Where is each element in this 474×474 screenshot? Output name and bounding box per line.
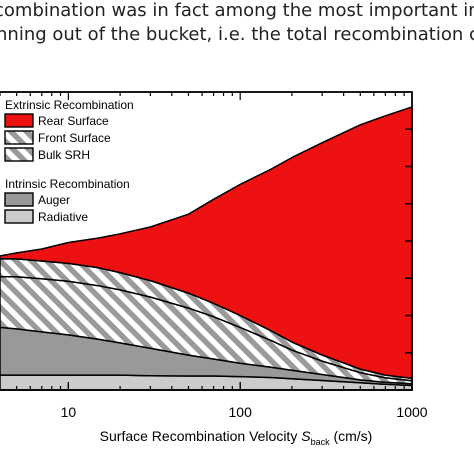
legend-label-auger: Auger (38, 193, 70, 207)
legend-swatch-front-surface (4, 130, 34, 145)
x-tick-label: 1000 (396, 404, 427, 420)
text-line-1: combination was in fact among the most i… (0, 0, 474, 21)
page-text: combination was in fact among the most i… (0, 0, 474, 60)
legend-swatch-radiative (4, 209, 34, 224)
text-line-2: nning out of the bucket, i.e. the total … (0, 24, 474, 45)
legend-group-title: Intrinsic Recombination (5, 177, 130, 191)
legend-label-rear-surface: Rear Surface (38, 114, 109, 128)
legend-swatch-rear-surface (4, 113, 34, 128)
legend-swatch-bulk-srh (4, 147, 34, 162)
x-tick-label: 100 (229, 404, 253, 420)
legend: Extrinsic Recombination Rear Surface Front… (4, 98, 134, 224)
x-axis-label-symbol: S (301, 428, 311, 444)
legend-label-front-surface: Front Surface (38, 131, 111, 145)
legend-label-radiative: Radiative (38, 210, 88, 224)
x-axis-label-main: Surface Recombination Velocity (100, 428, 302, 444)
axes: 10 100 1000 (0, 91, 428, 420)
legend-swatch-auger (4, 192, 34, 207)
x-axis-label-subscript: back (311, 437, 331, 447)
legend-group-title: Extrinsic Recombination (5, 98, 134, 112)
x-axis-label-unit: (cm/s) (330, 428, 373, 444)
x-axis-label: Surface Recombination Velocity Sback (cm… (100, 428, 373, 447)
x-tick-label: 10 (61, 404, 77, 420)
legend-label-bulk-srh: Bulk SRH (38, 148, 90, 162)
